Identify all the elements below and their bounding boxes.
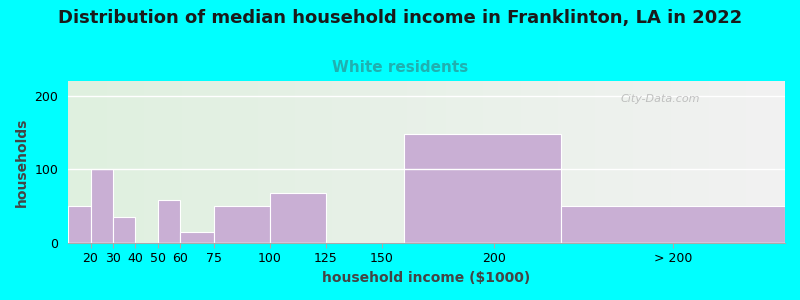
Bar [270,193,326,243]
Bar [404,134,561,243]
Bar [90,169,113,243]
Text: City-Data.com: City-Data.com [620,94,700,104]
Y-axis label: households: households [15,117,29,206]
Bar [158,200,180,243]
X-axis label: household income ($1000): household income ($1000) [322,271,530,285]
Text: White residents: White residents [332,60,468,75]
Bar [214,206,270,243]
Bar [180,232,214,243]
Bar [68,206,90,243]
Text: Distribution of median household income in Franklinton, LA in 2022: Distribution of median household income … [58,9,742,27]
Bar [113,217,135,243]
Bar [561,206,785,243]
